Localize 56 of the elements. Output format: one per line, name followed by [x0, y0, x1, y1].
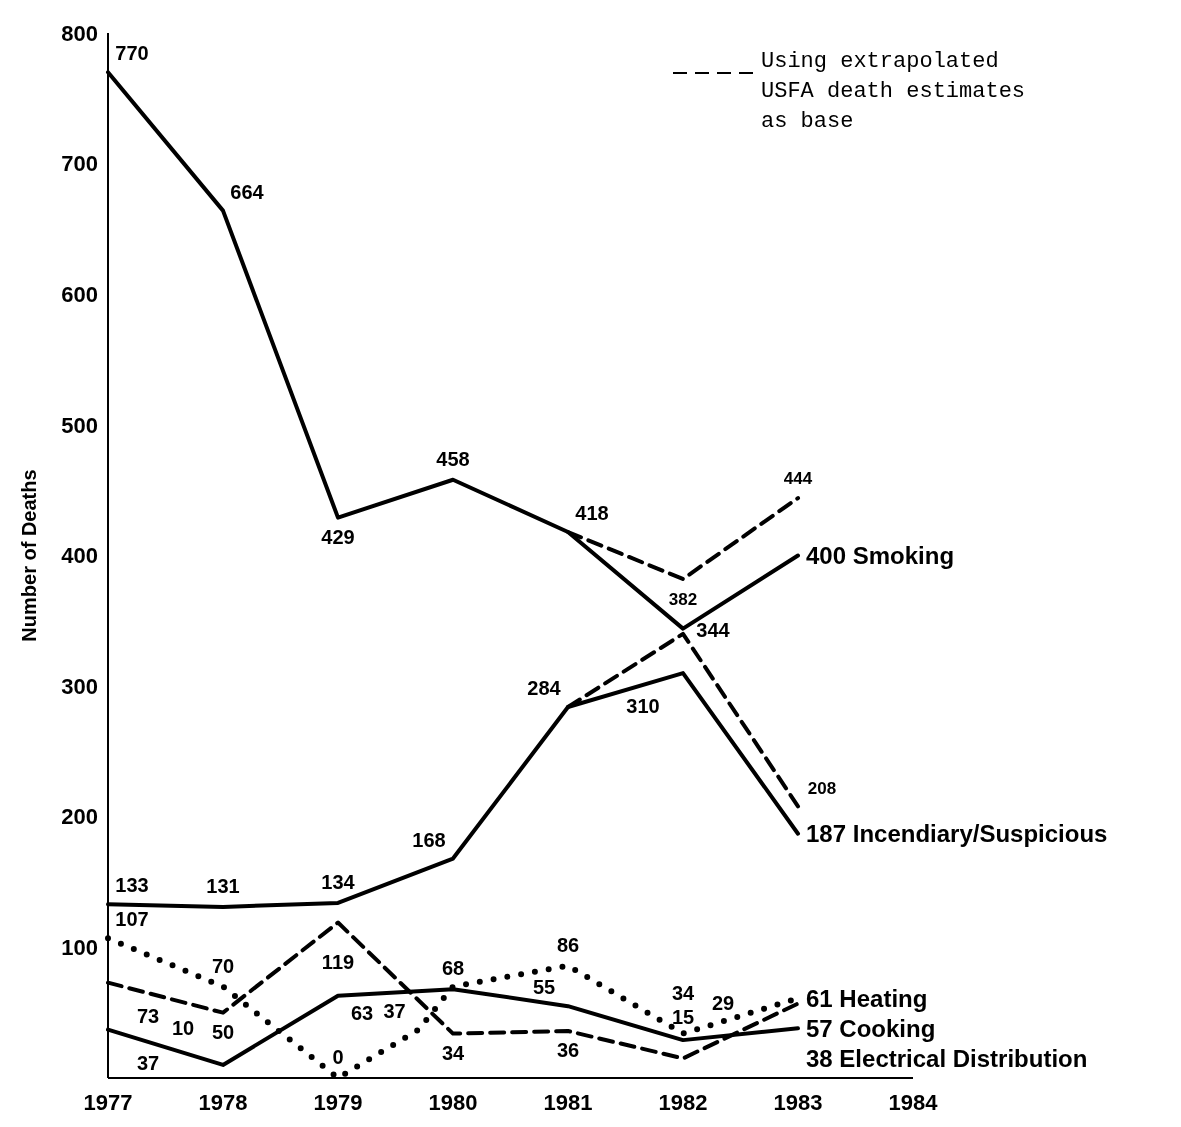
y-tick-label: 500 — [61, 412, 98, 438]
y-tick-label: 700 — [61, 151, 98, 177]
data-label: 37 — [136, 1051, 160, 1074]
data-label: 418 — [575, 501, 609, 524]
y-tick-label: 800 — [61, 20, 98, 46]
y-tick-label: 600 — [61, 281, 98, 307]
data-label: 29 — [711, 992, 735, 1015]
data-label: 37 — [383, 999, 406, 1022]
data-label: 168 — [412, 828, 446, 851]
data-label: 134 — [321, 870, 356, 893]
data-label: 444 — [783, 469, 813, 489]
x-tick-label: 1980 — [428, 1090, 478, 1115]
data-label: 15 — [671, 1006, 695, 1029]
data-label: 131 — [206, 874, 240, 897]
y-tick-label: 400 — [61, 543, 98, 569]
text: 57 Cooking — [806, 1014, 936, 1042]
data-label: 119 — [321, 950, 355, 973]
data-label: 86 — [556, 933, 580, 956]
y-tick-label: 200 — [61, 804, 98, 830]
data-label: 344 — [696, 618, 731, 641]
data-label: 664 — [230, 180, 265, 203]
data-label: 73 — [136, 1004, 160, 1027]
text: 187 Incendiary/Suspicious — [806, 820, 1108, 848]
data-label: 50 — [211, 1020, 235, 1043]
x-tick-label: 1981 — [543, 1090, 593, 1115]
text: 400 Smoking — [806, 541, 955, 569]
data-label: 55 — [532, 976, 556, 999]
data-label: 458 — [436, 447, 470, 470]
data-label: 36 — [556, 1038, 580, 1061]
data-label: 284 — [527, 677, 562, 700]
text: 38 Electrical Distribution — [806, 1044, 1088, 1072]
y-tick-label: 300 — [61, 673, 98, 699]
data-label: 770 — [115, 42, 149, 65]
y-axis-title: Number of Deaths — [18, 469, 40, 642]
legend-label: Using extrapolated USFA death estimates as base — [761, 48, 1026, 134]
x-tick-label: 1978 — [198, 1090, 248, 1115]
data-label: 63 — [350, 1001, 374, 1024]
data-label: 429 — [321, 525, 355, 548]
data-label: 34 — [671, 981, 695, 1004]
y-tick-label: 100 — [61, 935, 98, 961]
data-label: 68 — [441, 957, 465, 980]
data-label: 70 — [211, 954, 235, 977]
data-label: 107 — [115, 908, 149, 931]
text: 61 Heating — [806, 984, 928, 1012]
data-label: 10 — [171, 1016, 195, 1039]
data-label: 0 — [332, 1046, 344, 1068]
data-label: 133 — [115, 874, 149, 897]
data-label: 382 — [668, 590, 698, 610]
data-label: 34 — [441, 1041, 465, 1064]
data-label: 310 — [626, 695, 660, 718]
x-tick-label: 1983 — [773, 1090, 823, 1115]
x-tick-label: 1979 — [313, 1090, 363, 1115]
data-label: 208 — [807, 779, 837, 799]
x-tick-label: 1984 — [888, 1090, 939, 1115]
x-tick-label: 1977 — [83, 1090, 133, 1115]
x-tick-label: 1982 — [658, 1090, 708, 1115]
